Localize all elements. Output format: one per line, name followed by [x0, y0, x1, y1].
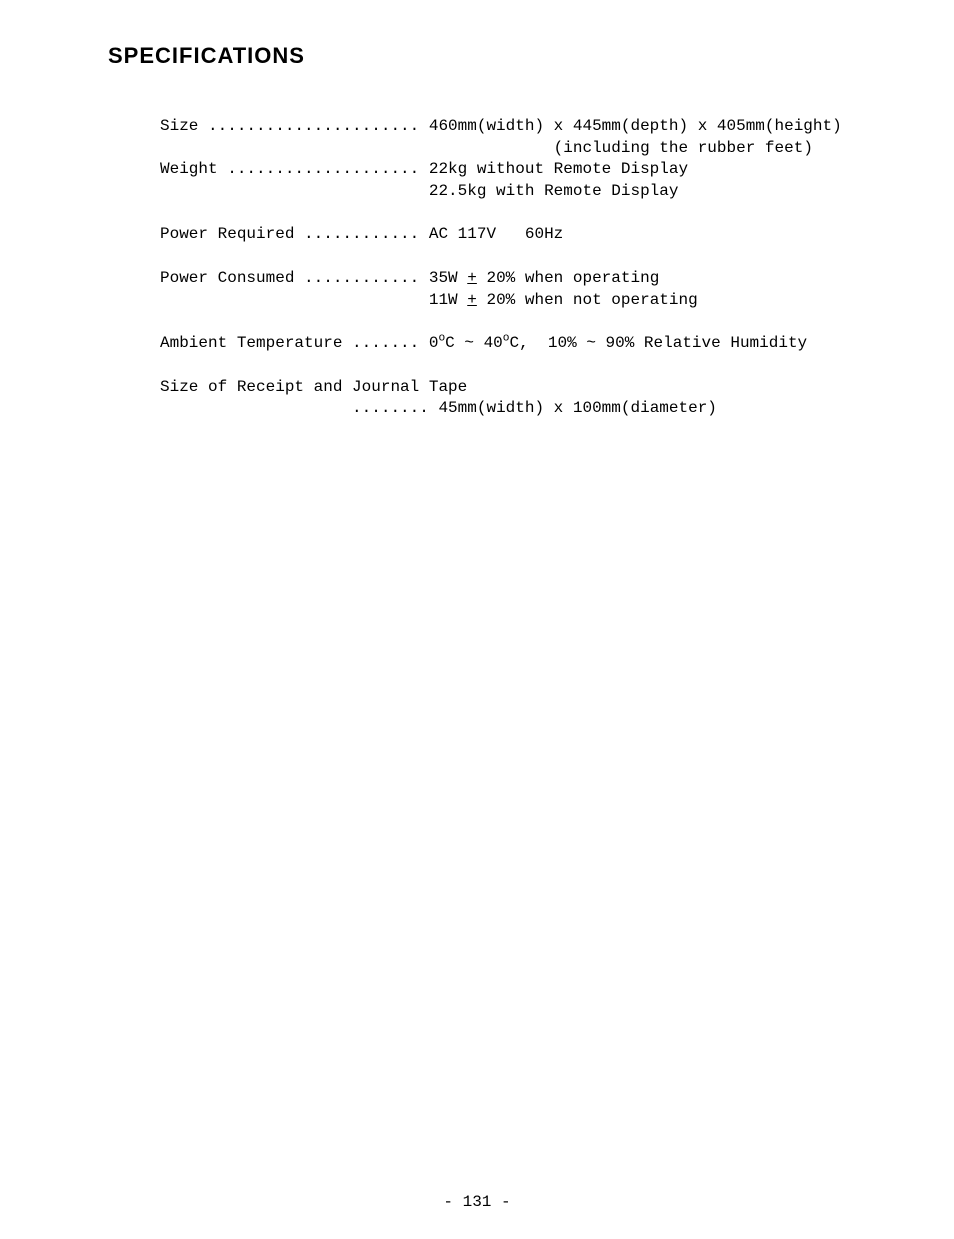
spec-tape-size: Size of Receipt and Journal Tape — [160, 377, 842, 399]
spec-power-consumed-value: 35W + 20% when operating — [429, 268, 659, 290]
specifications-list: Size ...................... 460mm(width)… — [160, 116, 842, 420]
spec-tape-size-cont: ........ 45mm(width) x 100mm(diameter) — [160, 398, 842, 420]
spec-power-consumed: Power Consumed ............ 35W + 20% wh… — [160, 268, 842, 290]
page-number: - 131 - — [0, 1193, 954, 1211]
spec-power-consumed-cont-value: 11W + 20% when not operating — [429, 290, 698, 312]
spec-size-cont-value: (including the rubber feet) — [554, 138, 813, 160]
spec-weight-cont-value: 22.5kg with Remote Display — [429, 181, 679, 203]
spec-size-value: 460mm(width) x 445mm(depth) x 405mm(heig… — [429, 116, 842, 138]
spec-weight-cont-indent — [160, 181, 429, 203]
spec-size: Size ...................... 460mm(width)… — [160, 116, 842, 138]
spec-tape-size-label: Size of Receipt and Journal Tape — [160, 377, 467, 399]
spec-size-cont: (including the rubber feet) — [160, 138, 842, 160]
spec-size-label: Size ...................... — [160, 116, 429, 138]
spec-size-cont-indent — [160, 138, 554, 160]
spec-power-consumed-label: Power Consumed ............ — [160, 268, 429, 290]
spec-power-consumed-cont-indent — [160, 290, 429, 312]
spec-weight-value: 22kg without Remote Display — [429, 159, 688, 181]
spec-tape-size-cont-value: 45mm(width) x 100mm(diameter) — [438, 398, 716, 420]
spec-power-required: Power Required ............ AC 117V 60Hz — [160, 224, 842, 246]
spec-weight: Weight .................... 22kg without… — [160, 159, 842, 181]
spec-ambient-temp: Ambient Temperature ....... 0oC ~ 40oC, … — [160, 333, 842, 355]
spec-weight-label: Weight .................... — [160, 159, 429, 181]
spec-ambient-temp-label: Ambient Temperature ....... — [160, 333, 429, 355]
spec-power-consumed-cont: 11W + 20% when not operating — [160, 290, 842, 312]
spec-power-required-label: Power Required ............ — [160, 224, 429, 246]
spec-tape-size-cont-indent: ........ — [160, 398, 438, 420]
spec-weight-cont: 22.5kg with Remote Display — [160, 181, 842, 203]
spec-ambient-temp-value: 0oC ~ 40oC, 10% ~ 90% Relative Humidity — [429, 333, 807, 355]
page-title: SPECIFICATIONS — [108, 43, 305, 69]
spec-power-required-value: AC 117V 60Hz — [429, 224, 563, 246]
